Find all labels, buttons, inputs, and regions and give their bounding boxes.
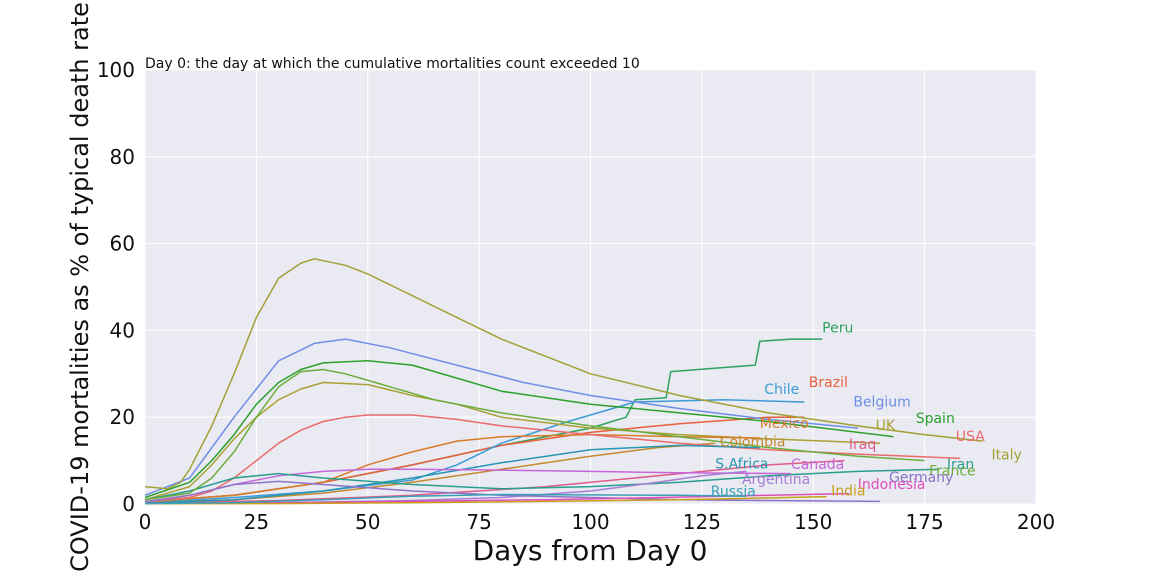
series-label-iraq: Iraq bbox=[849, 437, 876, 453]
series-line-chile bbox=[144, 399, 805, 504]
y-tick-label: 60 bbox=[110, 232, 135, 256]
series-line-france bbox=[144, 368, 925, 501]
series-label-mexico: Mexico bbox=[760, 416, 809, 432]
series-line-russia bbox=[144, 493, 747, 505]
series-label-brazil: Brazil bbox=[809, 375, 848, 391]
series-label-spain: Spain bbox=[916, 411, 955, 427]
series-label-belgium: Belgium bbox=[853, 394, 910, 410]
grid-lines bbox=[144, 69, 1037, 505]
x-tick-label: 125 bbox=[683, 510, 721, 534]
y-tick-label: 100 bbox=[97, 58, 135, 82]
series-label-italy: Italy bbox=[991, 448, 1021, 464]
x-tick-label: 50 bbox=[355, 510, 380, 534]
series-line-mexico bbox=[144, 433, 760, 503]
series-line-indonesia bbox=[144, 492, 849, 505]
day-zero-annotation: Day 0: the day at which the cumulative m… bbox=[145, 56, 640, 72]
x-tick-label: 25 bbox=[244, 510, 269, 534]
series-label-iran: Iran bbox=[947, 457, 974, 473]
series-line-spain bbox=[144, 360, 894, 499]
series-line-usa bbox=[144, 414, 961, 503]
series-labels: Peru Brazil Chile Belgium Spain UK Mexico Colom… bbox=[711, 321, 1022, 501]
x-tick-label: 150 bbox=[794, 510, 832, 534]
series-label-argentina: Argentina bbox=[742, 472, 810, 488]
series-label-russia: Russia bbox=[711, 484, 756, 500]
series-label-uk: UK bbox=[876, 418, 896, 434]
y-tick-label: 0 bbox=[122, 492, 135, 516]
series-line-belgium bbox=[144, 338, 858, 496]
y-tick-label: 80 bbox=[110, 145, 135, 169]
series-lines bbox=[144, 258, 983, 505]
series-line-germany bbox=[144, 480, 881, 503]
series-label-chile: Chile bbox=[764, 382, 799, 398]
series-label-germany: Germany bbox=[889, 470, 953, 486]
series-line-iran bbox=[144, 468, 939, 501]
x-tick-label: 0 bbox=[139, 510, 152, 534]
series-label-indonesia: Indonesia bbox=[858, 477, 926, 493]
series-label-s-africa: S.Africa bbox=[715, 456, 768, 472]
y-tick-label: 20 bbox=[110, 405, 135, 429]
x-tick-label: 75 bbox=[466, 510, 491, 534]
series-label-france: France bbox=[929, 463, 976, 479]
y-tick-label: 40 bbox=[110, 318, 135, 342]
series-label-india: India bbox=[831, 483, 865, 499]
series-label-peru: Peru bbox=[822, 321, 853, 337]
series-label-canada: Canada bbox=[791, 457, 844, 473]
x-axis-label: Days from Day 0 bbox=[473, 534, 708, 567]
y-tick-labels: 0 20 40 60 80 100 bbox=[97, 58, 135, 516]
series-line-italy bbox=[144, 258, 983, 490]
series-label-colombia: Colombia bbox=[720, 435, 786, 451]
x-tick-label: 100 bbox=[571, 510, 609, 534]
series-line-india bbox=[144, 495, 827, 505]
y-axis-label: COVID-19 mortalities as % of typical dea… bbox=[66, 2, 94, 572]
series-label-usa: USA bbox=[956, 429, 985, 445]
x-tick-label: 200 bbox=[1017, 510, 1055, 534]
x-tick-labels: 0 25 50 75 100 125 150 175 200 bbox=[139, 510, 1055, 534]
x-tick-label: 175 bbox=[906, 510, 944, 534]
